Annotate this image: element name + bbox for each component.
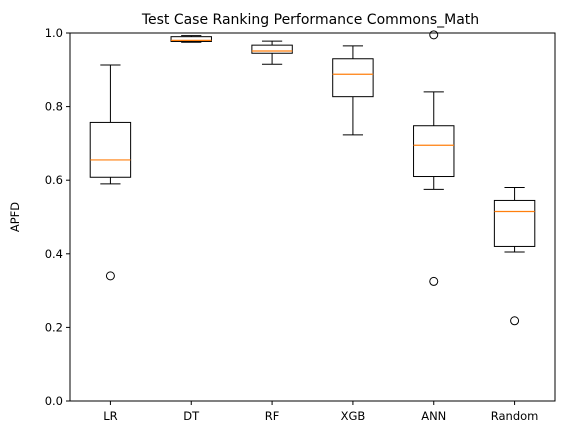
iqr-box (414, 126, 454, 177)
box-group-ann (414, 31, 454, 286)
plot-area (90, 31, 535, 325)
y-tick-label: 0.4 (45, 247, 63, 261)
y-axis-label: APFD (8, 202, 22, 232)
iqr-box (90, 122, 130, 177)
iqr-box (494, 200, 534, 246)
outlier-point (106, 272, 114, 280)
x-tick-label: RF (265, 409, 280, 423)
y-tick-label: 0.6 (45, 173, 63, 187)
box-group-dt (171, 36, 211, 43)
iqr-box (252, 45, 292, 53)
y-tick-label: 0.8 (45, 100, 63, 114)
iqr-box (333, 59, 373, 97)
x-tick-label: LR (103, 409, 117, 423)
outlier-point (430, 277, 438, 285)
y-tick-label: 0.2 (45, 320, 63, 334)
box-group-lr (90, 65, 130, 280)
y-tick-label: 0.0 (45, 394, 63, 408)
y-tick-label: 1.0 (45, 26, 63, 40)
axes: 0.0 0.2 0.4 0.6 0.8 1.0 LR DT RF XGB ANN Random (45, 26, 555, 423)
box-group-random (494, 188, 534, 325)
x-tick-label: Random (491, 409, 539, 423)
x-tick-label: XGB (341, 409, 366, 423)
x-tick-label: ANN (421, 409, 446, 423)
x-tick-label: DT (183, 409, 200, 423)
outlier-point (511, 317, 519, 325)
chart-title: Test Case Ranking Performance Commons_Ma… (141, 12, 479, 28)
box-group-rf (252, 41, 292, 64)
box-group-xgb (333, 46, 373, 135)
outlier-point (430, 31, 438, 39)
axes-frame (70, 33, 555, 401)
